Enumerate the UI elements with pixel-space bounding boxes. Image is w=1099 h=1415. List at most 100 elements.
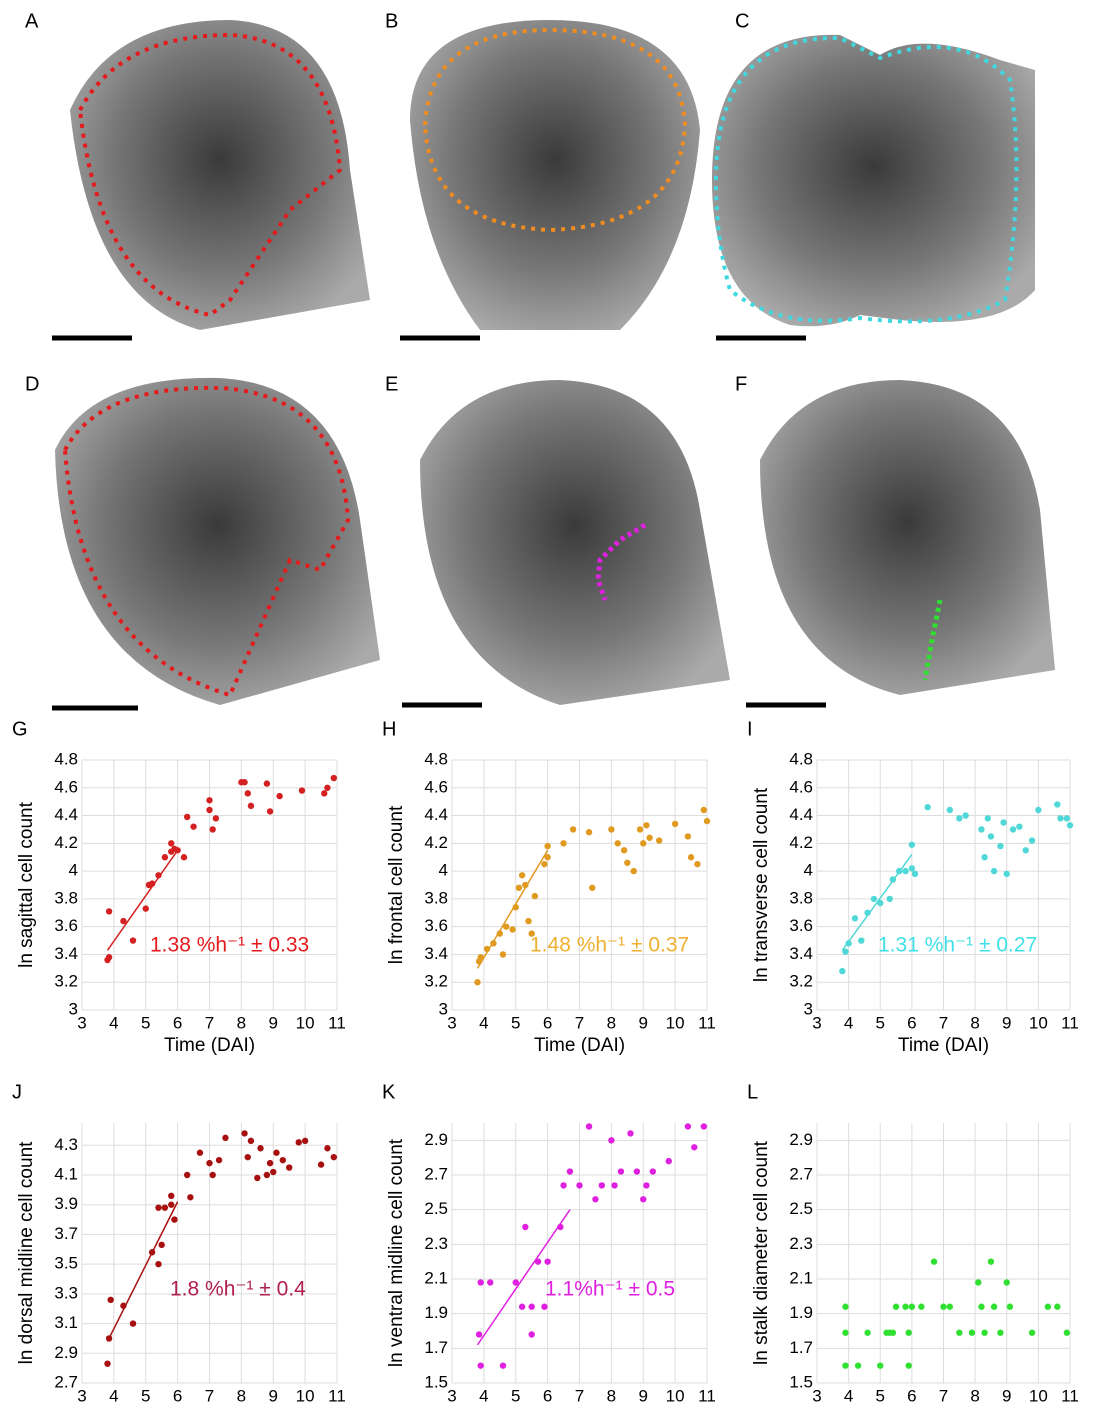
data-point	[569, 826, 577, 833]
fit-line	[106, 1201, 179, 1342]
y-tick-label: 3.9	[54, 1194, 78, 1213]
y-tick-label: 3.5	[54, 1254, 78, 1273]
y-tick-label: 3.8	[424, 888, 448, 907]
data-point	[655, 837, 663, 844]
data-point	[598, 1182, 606, 1189]
x-tick-label: 3	[77, 1013, 86, 1032]
data-point	[646, 834, 653, 841]
y-tick-label: 1.7	[789, 1338, 813, 1357]
data-point	[1044, 1303, 1052, 1310]
panel-label: F	[735, 373, 747, 395]
data-point	[1003, 1279, 1010, 1286]
annotation: 1.1%h⁻¹ ± 0.5	[545, 1278, 675, 1301]
x-tick-label: 8	[237, 1386, 246, 1405]
y-tick-label: 3	[69, 999, 78, 1018]
data-point	[171, 1216, 178, 1223]
x-tick-label: 3	[447, 1013, 456, 1032]
x-tick-label: 6	[173, 1013, 182, 1032]
data-point	[684, 1123, 692, 1130]
y-tick-label: 4.3	[54, 1135, 78, 1154]
data-point	[270, 1168, 277, 1176]
data-point	[940, 1303, 947, 1310]
x-tick-label: 8	[970, 1386, 979, 1405]
data-point	[474, 979, 481, 986]
data-point	[158, 1241, 165, 1249]
data-point	[1063, 1329, 1071, 1336]
y-tick-label: 4.6	[789, 777, 813, 796]
data-point	[930, 1258, 938, 1265]
y-tick-label: 4	[69, 861, 78, 880]
data-point	[168, 1192, 175, 1200]
data-point	[839, 967, 846, 975]
data-point	[978, 826, 985, 833]
data-point	[247, 802, 255, 810]
data-point	[104, 1360, 111, 1367]
data-point	[886, 895, 893, 903]
y-tick-label: 1.7	[424, 1338, 448, 1357]
x-tick-label: 10	[666, 1013, 685, 1032]
y-tick-label: 3.2	[424, 972, 448, 991]
data-point	[190, 823, 197, 830]
data-point	[487, 1279, 494, 1286]
data-point	[515, 884, 523, 891]
data-point	[589, 884, 596, 891]
fit-line	[106, 849, 179, 951]
y-tick-label: 3.6	[789, 916, 813, 935]
x-tick-label: 7	[205, 1013, 214, 1032]
x-tick-label: 7	[939, 1013, 948, 1032]
data-point	[560, 840, 567, 847]
data-point	[107, 1296, 114, 1304]
data-point	[187, 1194, 194, 1201]
data-point	[222, 1134, 229, 1142]
x-tick-label: 10	[296, 1386, 315, 1405]
data-point	[858, 937, 865, 944]
data-point	[161, 854, 169, 861]
data-point	[608, 826, 615, 833]
x-tick-label: 7	[205, 1386, 214, 1405]
image-e	[402, 380, 730, 708]
data-point	[247, 1137, 255, 1145]
data-point	[142, 905, 149, 912]
data-point	[608, 1137, 615, 1144]
fit-line	[476, 849, 549, 969]
annotation: 1.8 %h⁻¹ ± 0.4	[170, 1278, 306, 1301]
data-point	[196, 1149, 204, 1156]
data-point	[643, 1182, 650, 1189]
x-tick-label: 5	[876, 1386, 885, 1405]
data-point	[180, 854, 188, 861]
data-point	[905, 1329, 912, 1336]
y-tick-label: 2.1	[789, 1268, 813, 1287]
data-point	[908, 865, 916, 872]
y-tick-label: 4.2	[54, 833, 78, 852]
data-point	[206, 797, 213, 804]
y-tick-label: 1.5	[789, 1372, 813, 1391]
x-tick-label: 9	[269, 1386, 278, 1405]
x-axis-label: Time (DAI)	[898, 1035, 989, 1056]
data-point	[263, 1171, 271, 1179]
data-point	[1022, 847, 1029, 854]
y-tick-label: 2.9	[424, 1130, 448, 1149]
data-point	[842, 1362, 849, 1369]
data-point	[475, 1331, 483, 1338]
y-tick-label: 4	[804, 861, 813, 880]
data-point	[1016, 823, 1023, 830]
data-point	[518, 1303, 526, 1310]
y-tick-label: 4.8	[424, 749, 448, 768]
data-point	[877, 1362, 884, 1369]
data-point	[703, 817, 711, 825]
data-point	[902, 867, 909, 875]
data-point	[129, 1320, 137, 1327]
y-tick-label: 2.1	[424, 1268, 448, 1287]
x-tick-label: 9	[1002, 1386, 1011, 1405]
data-point	[1003, 870, 1010, 878]
y-tick-label: 4.4	[54, 805, 78, 824]
data-point	[509, 926, 516, 933]
x-tick-label: 8	[970, 1013, 979, 1032]
data-point	[997, 1329, 1004, 1336]
panel-label: D	[25, 373, 39, 395]
panel-label: E	[385, 373, 398, 395]
data-point	[987, 1258, 995, 1265]
data-point	[1028, 837, 1036, 844]
data-point	[990, 1303, 998, 1310]
y-tick-label: 1.9	[789, 1303, 813, 1322]
